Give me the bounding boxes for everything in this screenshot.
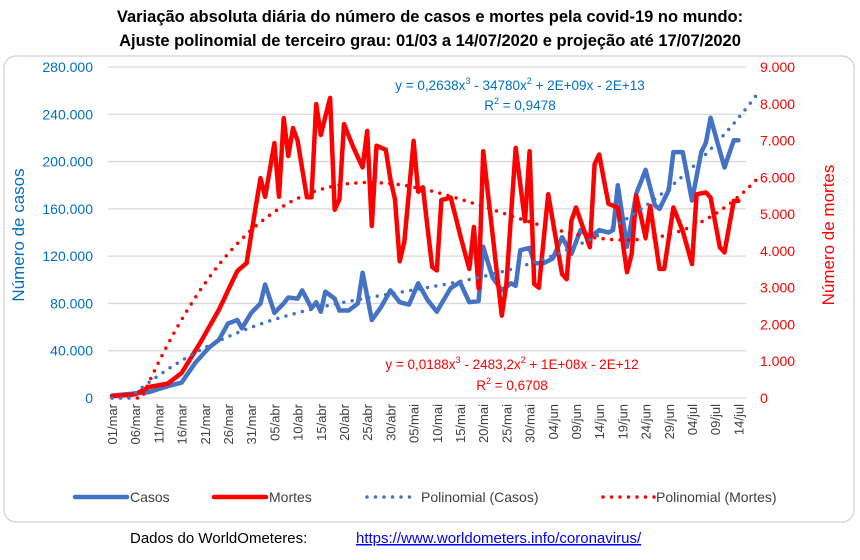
chart-frame bbox=[3, 55, 855, 523]
casos-r2: R2 = 0,9478 bbox=[484, 96, 555, 113]
series-mortes-line bbox=[109, 95, 741, 399]
chart-title: Variação absoluta diária do número de ca… bbox=[117, 8, 743, 26]
casos-equation: y = 0,2638x3 - 34780x2 + 2E+09x - 2E+13 bbox=[395, 76, 644, 93]
legend-label-poly-mortes: Polinomial (Mortes) bbox=[656, 489, 777, 505]
x-tick-label: 10/abr bbox=[291, 403, 306, 441]
x-tick-label: 01/mar bbox=[105, 403, 120, 444]
right-tick-label: 3.000 bbox=[760, 280, 795, 296]
right-axis-title: Número de mortes bbox=[819, 165, 838, 306]
legend-label-mortes: Mortes bbox=[269, 489, 312, 505]
x-tick-label: 21/mar bbox=[198, 403, 213, 444]
x-tick-label: 09/jun bbox=[569, 404, 584, 439]
right-tick-label: 6.000 bbox=[760, 169, 795, 185]
right-tick-label: 7.000 bbox=[760, 133, 795, 149]
right-tick-label: 1.000 bbox=[760, 353, 795, 369]
x-tick-label: 24/jun bbox=[639, 404, 654, 439]
x-tick-label: 06/mar bbox=[128, 403, 143, 444]
x-tick-label: 11/mar bbox=[151, 403, 166, 443]
left-tick-label: 40.000 bbox=[50, 343, 93, 359]
x-tick-label: 30/abr bbox=[383, 403, 398, 441]
left-tick-label: 280.000 bbox=[42, 59, 93, 75]
source-link[interactable]: https://www.worldometers.info/coronaviru… bbox=[356, 530, 642, 547]
x-tick-label: 04/jul bbox=[685, 404, 700, 435]
right-axis-ticks: 0 1.000 2.000 3.000 4.000 5.000 6.000 7.000 8.00… bbox=[760, 59, 795, 406]
x-tick-label: 30/mai bbox=[523, 404, 538, 443]
x-tick-label: 20/abr bbox=[337, 403, 352, 441]
x-tick-label: 15/mai bbox=[453, 404, 468, 443]
x-tick-label: 15/abr bbox=[314, 403, 329, 441]
left-tick-label: 240.000 bbox=[42, 106, 93, 122]
trend-casos-line bbox=[110, 94, 758, 400]
x-tick-label: 05/mai bbox=[407, 404, 422, 443]
x-tick-label: 25/abr bbox=[360, 403, 375, 441]
right-tick-label: 0 bbox=[760, 390, 768, 406]
legend-label-casos: Casos bbox=[130, 489, 170, 505]
source-label: Dados do WorldOmeteres: bbox=[130, 530, 307, 547]
x-tick-label: 20/mai bbox=[476, 404, 491, 443]
right-tick-label: 4.000 bbox=[760, 243, 795, 259]
x-tick-label: 14/jun bbox=[592, 404, 607, 439]
right-tick-label: 2.000 bbox=[760, 316, 795, 332]
chart-subtitle: Ajuste polinomial de terceiro grau: 01/0… bbox=[119, 32, 741, 50]
mortes-r2: R2 = 0,6708 bbox=[476, 376, 547, 393]
x-axis-ticks: 01/mar 06/mar 11/mar 16/mar 21/mar 26/mar 31/m… bbox=[105, 403, 746, 444]
x-tick-label: 10/mai bbox=[430, 404, 445, 443]
left-axis-ticks: 0 40.000 80.000 120.000 160.000 200.000 240.00… bbox=[42, 59, 93, 406]
left-tick-label: 160.000 bbox=[42, 201, 93, 217]
legend: Casos Mortes Polinomial (Casos) Polinomi… bbox=[72, 489, 777, 505]
x-tick-label: 19/jun bbox=[615, 404, 630, 439]
x-tick-label: 25/mai bbox=[499, 404, 514, 443]
left-tick-label: 80.000 bbox=[50, 295, 93, 311]
mortes-equation: y = 0,0188x3 - 2483,2x2 + 1E+08x - 2E+12 bbox=[385, 355, 638, 372]
left-tick-label: 200.000 bbox=[42, 154, 93, 170]
right-tick-label: 5.000 bbox=[760, 206, 795, 222]
x-tick-label: 31/mar bbox=[244, 403, 259, 444]
x-tick-label: 29/jun bbox=[662, 404, 677, 439]
x-tick-label: 16/mar bbox=[175, 403, 190, 444]
left-axis-title: Número de casos bbox=[9, 168, 28, 301]
left-tick-label: 0 bbox=[85, 390, 93, 406]
right-tick-label: 9.000 bbox=[760, 59, 795, 75]
x-tick-label: 05/abr bbox=[267, 403, 282, 441]
legend-label-poly-casos: Polinomial (Casos) bbox=[421, 489, 538, 505]
x-tick-label: 26/mar bbox=[221, 403, 236, 444]
x-tick-label: 04/jun bbox=[546, 404, 561, 439]
x-tick-label: 09/jul bbox=[708, 404, 723, 435]
x-tick-label: 14/jul bbox=[731, 404, 746, 435]
series-layer bbox=[109, 94, 758, 400]
left-tick-label: 120.000 bbox=[42, 248, 93, 264]
right-tick-label: 8.000 bbox=[760, 96, 795, 112]
